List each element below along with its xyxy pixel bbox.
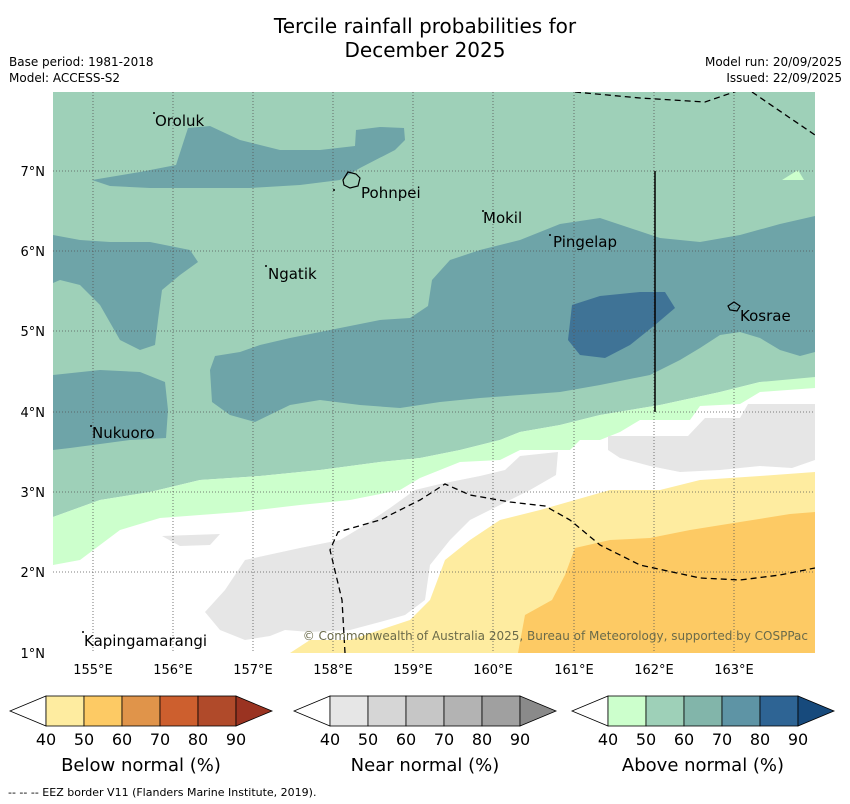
colorbar-below-segment	[83, 695, 123, 727]
lat-label: 6°N	[21, 245, 46, 260]
near-normal-region-east	[608, 404, 815, 472]
colorbar-above-segment	[721, 695, 761, 727]
gridlines	[53, 92, 815, 653]
lat-label: 1°N	[21, 647, 46, 662]
map-title-line2: December 2025	[344, 38, 506, 62]
place-label-nukuoro: Nukuoro	[92, 424, 155, 442]
above-normal-40-small	[782, 170, 804, 180]
place-label-oroluk: Oroluk	[155, 112, 204, 130]
place-label-pohnpei: Pohnpei	[361, 184, 421, 202]
colorbar-below-segment	[121, 695, 161, 727]
colorbar-below-segment	[45, 695, 85, 727]
near-normal-region-south	[205, 452, 558, 640]
colorbar-below-arrow-high	[235, 695, 274, 727]
below-normal-50-region	[518, 512, 815, 653]
colorbar-near-segment	[481, 695, 521, 727]
above-normal-60-region-central	[210, 216, 815, 422]
colorbar-title-near: Near normal (%)	[350, 755, 500, 776]
colorbar-above-tick: 60	[674, 730, 694, 749]
colorbar-below-tick: 90	[226, 730, 246, 749]
lon-label: 156°E	[153, 663, 193, 678]
colorbar-above-arrow-low	[570, 695, 609, 727]
above-normal-60-region-west	[53, 235, 198, 350]
colorbar-near-tick: 40	[320, 730, 340, 749]
model-run: Model run: 20/09/2025	[704, 55, 842, 69]
colorbar-below-tick: 80	[188, 730, 208, 749]
lat-label: 7°N	[21, 165, 46, 180]
colorbar-above-segment	[645, 695, 685, 727]
lat-label: 4°N	[21, 406, 46, 421]
place-label-kosrae: Kosrae	[740, 307, 791, 325]
colorbar-above-tick: 40	[598, 730, 618, 749]
colorbar-above-tick: 70	[712, 730, 732, 749]
lon-label: 162°E	[634, 663, 674, 678]
colorbar-above-tick: 50	[636, 730, 656, 749]
copyright-text: © Commonwealth of Australia 2025, Bureau…	[303, 629, 808, 643]
above-normal-60-region-north	[92, 126, 405, 188]
colorbar-below-tick: 70	[150, 730, 170, 749]
colorbar-title-below: Below normal (%)	[61, 755, 221, 776]
kosrae-island	[727, 301, 741, 312]
lon-label: 155°E	[73, 663, 113, 678]
colorbar-below-arrow-low	[8, 695, 47, 727]
above-normal-70-region	[568, 292, 675, 358]
base-period: Base period: 1981-2018	[9, 55, 154, 69]
colorbar-near-arrow-low	[292, 695, 331, 727]
colorbar-above-tick: 90	[788, 730, 808, 749]
eez-border	[329, 92, 815, 653]
colorbar-near-tick: 90	[510, 730, 530, 749]
colorbar-near-arrow-high	[519, 695, 558, 727]
lon-label: 163°E	[714, 663, 754, 678]
lon-label: 161°E	[554, 663, 594, 678]
colorbar-near-tick: 50	[358, 730, 378, 749]
map-title-line1: Tercile rainfall probabilities for	[273, 14, 577, 38]
near-normal-region-small	[162, 534, 220, 546]
place-label-mokil: Mokil	[483, 209, 522, 227]
pohnpei-island	[342, 171, 361, 189]
colorbar-near-segment	[443, 695, 483, 727]
lat-label: 2°N	[21, 566, 46, 581]
colorbar-above-segment	[759, 695, 799, 727]
lat-label: 3°N	[21, 486, 46, 501]
model-name: Model: ACCESS-S2	[9, 71, 121, 85]
place-label-kapingamarangi: Kapingamarangi	[84, 632, 207, 650]
colorbar-below-tick: 60	[112, 730, 132, 749]
colorbar-near-segment	[367, 695, 407, 727]
colorbar-below-segment	[197, 695, 237, 727]
lon-label: 159°E	[393, 663, 433, 678]
colorbar-near-tick: 70	[434, 730, 454, 749]
colorbar-near-tick: 60	[396, 730, 416, 749]
colorbar-group: 40 50 60 70 80 90 40 50 60 70 80 90 40 50 60 70 80 90	[8, 695, 836, 749]
colorbar-below-segment	[159, 695, 199, 727]
colorbar-above-segment	[607, 695, 647, 727]
colorbar-near-segment	[405, 695, 445, 727]
place-label-ngatik: Ngatik	[268, 265, 317, 283]
lon-label: 157°E	[233, 663, 273, 678]
colorbar-title-above: Above normal (%)	[621, 755, 785, 776]
colorbar-above-arrow-high	[797, 695, 836, 727]
colorbar-near-tick: 80	[472, 730, 492, 749]
place-label-pingelap: Pingelap	[553, 233, 617, 251]
island-markers	[82, 112, 551, 633]
lon-label: 158°E	[313, 663, 353, 678]
colorbar-near-segment	[329, 695, 369, 727]
eez-footnote: -- -- -- EEZ border V11 (Flanders Marine…	[8, 786, 317, 799]
lon-label: 160°E	[473, 663, 513, 678]
issued-date: Issued: 22/09/2025	[726, 71, 842, 85]
colorbar-below-tick: 40	[36, 730, 56, 749]
above-normal-60-region-southwest	[53, 370, 168, 450]
colorbar-above-tick: 80	[750, 730, 770, 749]
lat-label: 5°N	[21, 325, 46, 340]
above-normal-40-region	[53, 377, 815, 565]
colorbar-below-tick: 50	[74, 730, 94, 749]
colorbar-above-segment	[683, 695, 723, 727]
